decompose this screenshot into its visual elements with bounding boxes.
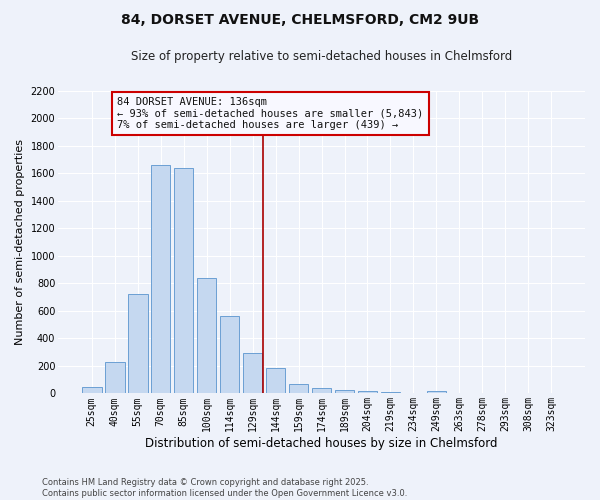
Bar — [335, 390, 354, 394]
Bar — [128, 294, 148, 394]
Bar — [266, 368, 286, 394]
Bar — [381, 392, 400, 394]
Text: 84 DORSET AVENUE: 136sqm
← 93% of semi-detached houses are smaller (5,843)
7% of: 84 DORSET AVENUE: 136sqm ← 93% of semi-d… — [117, 97, 424, 130]
X-axis label: Distribution of semi-detached houses by size in Chelmsford: Distribution of semi-detached houses by … — [145, 437, 498, 450]
Bar — [427, 391, 446, 394]
Bar — [197, 278, 217, 394]
Text: 84, DORSET AVENUE, CHELMSFORD, CM2 9UB: 84, DORSET AVENUE, CHELMSFORD, CM2 9UB — [121, 12, 479, 26]
Bar — [105, 362, 125, 394]
Title: Size of property relative to semi-detached houses in Chelmsford: Size of property relative to semi-detach… — [131, 50, 512, 63]
Bar — [312, 388, 331, 394]
Bar — [151, 165, 170, 394]
Text: Contains HM Land Registry data © Crown copyright and database right 2025.
Contai: Contains HM Land Registry data © Crown c… — [42, 478, 407, 498]
Bar — [174, 168, 193, 394]
Bar — [289, 384, 308, 394]
Bar — [82, 386, 101, 394]
Bar — [220, 316, 239, 394]
Y-axis label: Number of semi-detached properties: Number of semi-detached properties — [15, 139, 25, 345]
Bar — [358, 391, 377, 394]
Bar — [243, 353, 262, 394]
